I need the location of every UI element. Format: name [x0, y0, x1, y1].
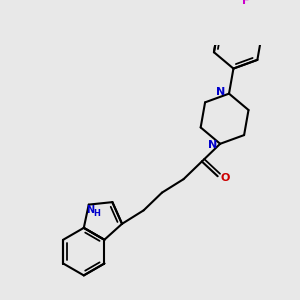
Text: N: N — [216, 87, 226, 97]
Text: H: H — [93, 208, 100, 217]
Text: N: N — [208, 140, 217, 150]
Text: O: O — [220, 173, 230, 183]
Text: N: N — [86, 205, 94, 215]
Text: F: F — [242, 0, 249, 6]
